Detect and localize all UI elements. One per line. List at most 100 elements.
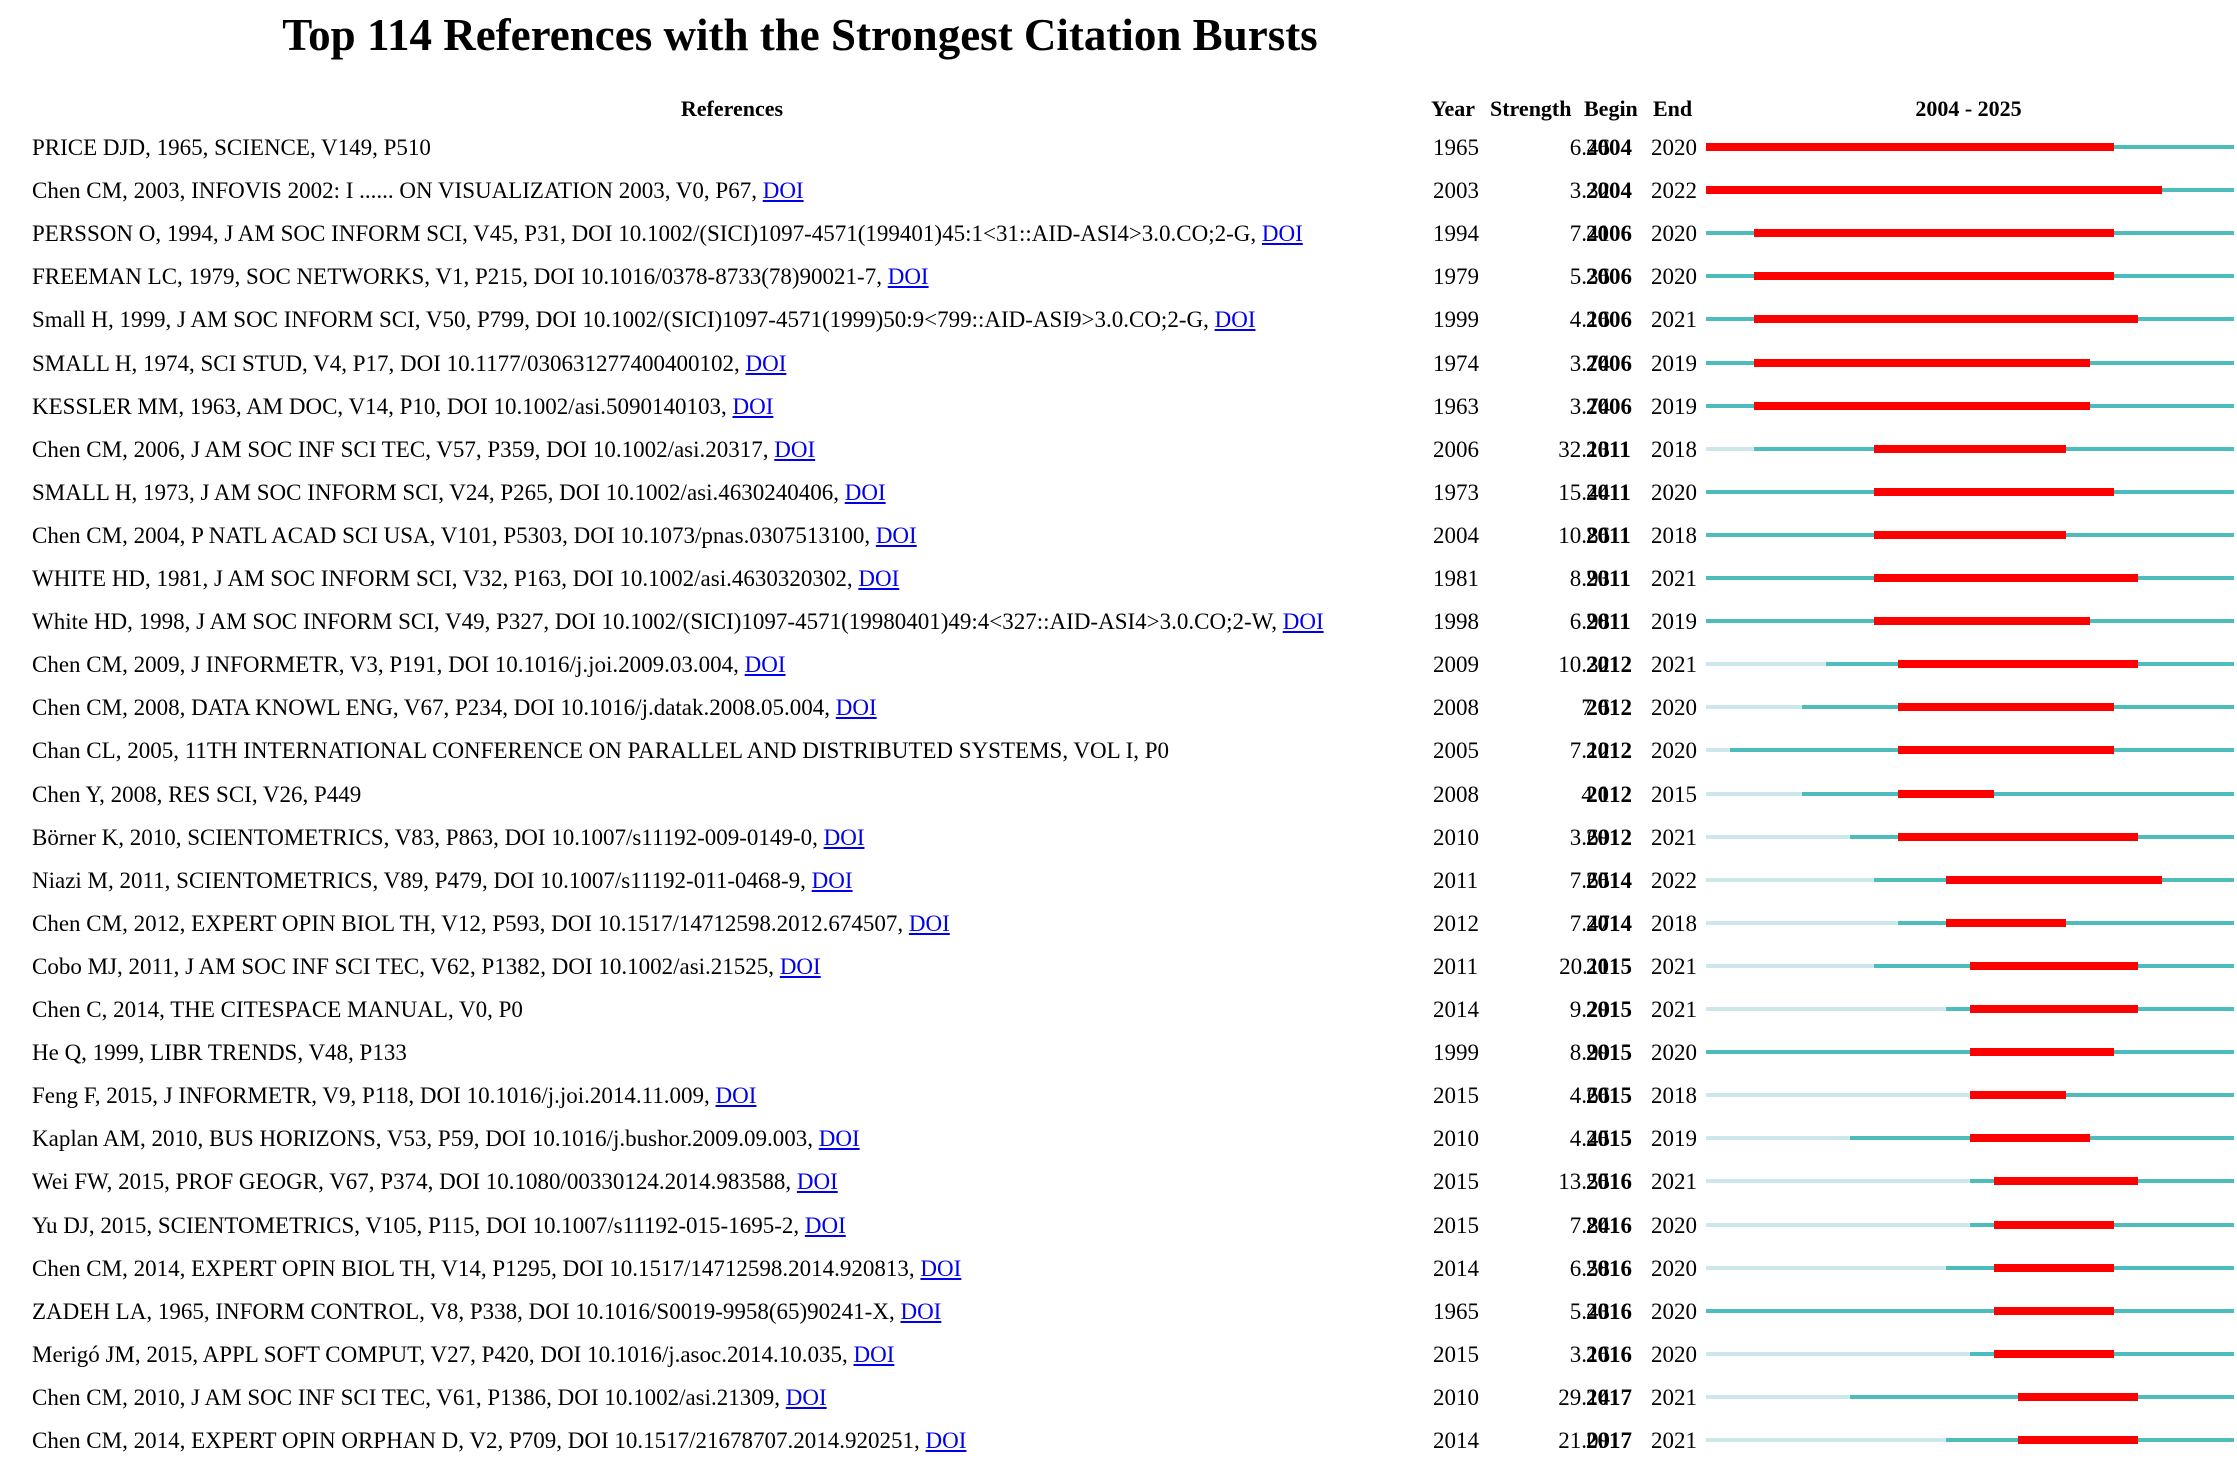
reference-text: Wei FW, 2015, PROF GEOGR, V67, P374, DOI… xyxy=(32,1169,797,1195)
end-cell: 2018 xyxy=(1651,522,1697,548)
doi-link[interactable]: DOI xyxy=(858,566,900,591)
doi-link[interactable]: DOI xyxy=(745,350,787,376)
reference-text: Börner K, 2010, SCIENTOMETRICS, V83, P86… xyxy=(32,824,824,850)
doi-link[interactable]: DOI xyxy=(715,1083,757,1109)
pre-publication-line xyxy=(1706,920,1898,925)
doi-link[interactable]: DOI xyxy=(732,393,774,419)
table-row: Chen C, 2014, THE CITESPACE MANUAL, V0, … xyxy=(0,988,2237,1031)
burst-timeline xyxy=(1706,487,2234,496)
table-row: Kaplan AM, 2010, BUS HORIZONS, V53, P59,… xyxy=(0,1117,2237,1160)
year-cell: 1965 xyxy=(1433,135,1479,160)
strength-cell: 32.13 xyxy=(1558,436,1610,462)
table-row: Small H, 1999, J AM SOC INFORM SCI, V50,… xyxy=(0,298,2237,341)
reference-cell: SMALL H, 1974, SCI STUD, V4, P17, DOI 10… xyxy=(32,342,786,385)
pre-publication-line xyxy=(1706,1351,1970,1356)
reference-text: FREEMAN LC, 1979, SOC NETWORKS, V1, P215… xyxy=(32,264,888,290)
burst-segment xyxy=(1754,401,2090,410)
burst-timeline xyxy=(1706,1349,2234,1358)
burst-segment xyxy=(1754,358,2090,367)
begin-cell: 2015 xyxy=(1586,953,1632,979)
doi-link[interactable]: DOI xyxy=(774,436,816,462)
year-cell: 1998 xyxy=(1433,609,1479,635)
pre-publication-line xyxy=(1706,748,1730,753)
reference-text: Chen CM, 2004, P NATL ACAD SCI USA, V101… xyxy=(32,522,876,548)
doi-link[interactable]: DOI xyxy=(925,1428,967,1453)
doi-link[interactable]: DOI xyxy=(875,522,917,548)
table-row: Chen CM, 2009, J INFORMETR, V3, P191, DO… xyxy=(0,643,2237,686)
year-cell: 2005 xyxy=(1433,738,1479,764)
burst-segment xyxy=(1970,1091,2066,1100)
end-cell: 2021 xyxy=(1651,652,1697,678)
begin-cell: 2004 xyxy=(1586,135,1632,160)
end-cell: 2021 xyxy=(1651,566,1697,591)
year-cell: 2006 xyxy=(1433,436,1479,462)
reference-cell: Chen CM, 2014, EXPERT OPIN BIOL TH, V14,… xyxy=(32,1247,961,1290)
reference-cell: Börner K, 2010, SCIENTOMETRICS, V83, P86… xyxy=(32,816,864,859)
doi-link[interactable]: DOI xyxy=(844,479,886,505)
doi-link[interactable]: DOI xyxy=(796,1169,838,1195)
active-period-line xyxy=(1970,1093,2234,1098)
reference-cell: Chen CM, 2010, J AM SOC INF SCI TEC, V61… xyxy=(32,1376,827,1419)
reference-text: Chen CM, 2009, J INFORMETR, V3, P191, DO… xyxy=(32,652,745,678)
table-row: Chen CM, 2008, DATA KNOWL ENG, V67, P234… xyxy=(0,686,2237,729)
reference-text: Chen CM, 2010, J AM SOC INF SCI TEC, V61… xyxy=(32,1384,786,1410)
burst-timeline xyxy=(1706,746,2234,755)
year-cell: 1965 xyxy=(1433,1298,1479,1324)
begin-cell: 2014 xyxy=(1586,910,1632,936)
burst-segment xyxy=(1898,832,2138,841)
doi-link[interactable]: DOI xyxy=(920,1255,962,1281)
doi-link[interactable]: DOI xyxy=(853,1341,895,1367)
doi-link[interactable]: DOI xyxy=(1261,221,1303,247)
reference-text: Chen CM, 2014, EXPERT OPIN BIOL TH, V14,… xyxy=(32,1255,921,1281)
doi-link[interactable]: DOI xyxy=(835,695,877,721)
doi-link[interactable]: DOI xyxy=(908,910,950,936)
reference-text: Merigó JM, 2015, APPL SOFT COMPUT, V27, … xyxy=(32,1341,854,1367)
doi-link[interactable]: DOI xyxy=(811,867,853,893)
burst-segment xyxy=(1994,1349,2114,1358)
reference-cell: SMALL H, 1973, J AM SOC INFORM SCI, V24,… xyxy=(32,471,886,514)
doi-link[interactable]: DOI xyxy=(779,953,821,979)
doi-link[interactable]: DOI xyxy=(900,1298,942,1324)
doi-link[interactable]: DOI xyxy=(1214,307,1256,333)
end-cell: 2021 xyxy=(1651,997,1697,1022)
reference-cell: Feng F, 2015, J INFORMETR, V9, P118, DOI… xyxy=(32,1074,756,1117)
reference-cell: Chen CM, 2008, DATA KNOWL ENG, V67, P234… xyxy=(32,686,877,729)
doi-link[interactable]: DOI xyxy=(785,1384,827,1410)
doi-link[interactable]: DOI xyxy=(762,178,804,204)
pre-publication-line xyxy=(1706,662,1826,667)
end-cell: 2020 xyxy=(1651,738,1697,764)
strength-cell: 4.1 xyxy=(1581,781,1610,807)
header-end: End xyxy=(1653,96,1693,121)
pre-publication-line xyxy=(1706,963,1874,968)
begin-cell: 2011 xyxy=(1586,609,1631,635)
end-cell: 2021 xyxy=(1651,307,1697,333)
table-row: Börner K, 2010, SCIENTOMETRICS, V83, P86… xyxy=(0,816,2237,859)
strength-cell: 4.66 xyxy=(1569,1083,1610,1109)
doi-link[interactable]: DOI xyxy=(744,652,786,678)
begin-cell: 2015 xyxy=(1586,1040,1632,1066)
strength-cell: 21.09 xyxy=(1558,1428,1610,1453)
doi-link[interactable]: DOI xyxy=(887,264,929,290)
doi-link[interactable]: DOI xyxy=(1282,609,1324,635)
reference-text: Feng F, 2015, J INFORMETR, V9, P118, DOI… xyxy=(32,1083,716,1109)
reference-text: Chen CM, 2003, INFOVIS 2002: I ...... ON… xyxy=(32,178,763,204)
doi-link[interactable]: DOI xyxy=(823,824,865,850)
burst-timeline xyxy=(1706,703,2234,712)
end-cell: 2015 xyxy=(1651,781,1697,807)
strength-cell: 13.55 xyxy=(1558,1169,1610,1195)
reference-cell: ZADEH LA, 1965, INFORM CONTROL, V8, P338… xyxy=(32,1290,941,1333)
reference-text: Small H, 1999, J AM SOC INFORM SCI, V50,… xyxy=(32,307,1215,333)
burst-segment xyxy=(1754,229,2114,238)
year-cell: 2008 xyxy=(1433,781,1479,807)
burst-timeline xyxy=(1706,1436,2234,1444)
strength-cell: 29.14 xyxy=(1558,1384,1610,1410)
reference-cell: He Q, 1999, LIBR TRENDS, V48, P133 xyxy=(32,1031,407,1074)
doi-link[interactable]: DOI xyxy=(818,1126,860,1152)
burst-timeline xyxy=(1706,1220,2234,1229)
table-row: SMALL H, 1973, J AM SOC INFORM SCI, V24,… xyxy=(0,471,2237,514)
end-cell: 2019 xyxy=(1651,350,1697,376)
doi-link[interactable]: DOI xyxy=(804,1212,846,1238)
year-cell: 1994 xyxy=(1433,221,1479,247)
pre-publication-line xyxy=(1706,877,1874,882)
table-row: Niazi M, 2011, SCIENTOMETRICS, V89, P479… xyxy=(0,859,2237,902)
